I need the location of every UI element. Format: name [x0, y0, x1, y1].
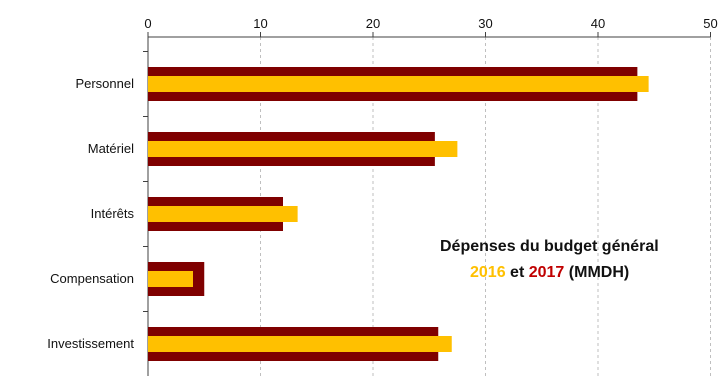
title-connector: et	[510, 264, 525, 281]
category-label-1: Matériel	[88, 141, 134, 156]
chart-title-line1: Dépenses du budget général	[440, 238, 659, 255]
chart-title: Dépenses du budget général 2016 et 2017 …	[440, 234, 722, 286]
category-label-3: Compensation	[50, 271, 134, 286]
x-tick-label-20: 20	[366, 16, 380, 31]
legend-2017: 2017	[528, 264, 565, 281]
category-label-2: Intérêts	[91, 206, 135, 221]
x-tick-label-10: 10	[253, 16, 267, 31]
chart-title-line2: 2016 et 2017 (MMDH)	[440, 260, 722, 286]
x-tick-label-0: 0	[144, 16, 151, 31]
x-tick-label-30: 30	[478, 16, 492, 31]
bar-2016-1	[148, 141, 458, 157]
bar-2016-0	[148, 76, 649, 92]
bar-2016-2	[148, 206, 298, 222]
x-tick-label-40: 40	[591, 16, 605, 31]
title-unit: (MMDH)	[568, 264, 630, 281]
legend-2016: 2016	[470, 264, 506, 281]
category-label-0: Personnel	[75, 76, 134, 91]
bar-2016-3	[148, 271, 193, 287]
bar-2016-4	[148, 336, 452, 352]
category-label-4: Investissement	[47, 336, 134, 351]
x-tick-label-50: 50	[703, 16, 717, 31]
